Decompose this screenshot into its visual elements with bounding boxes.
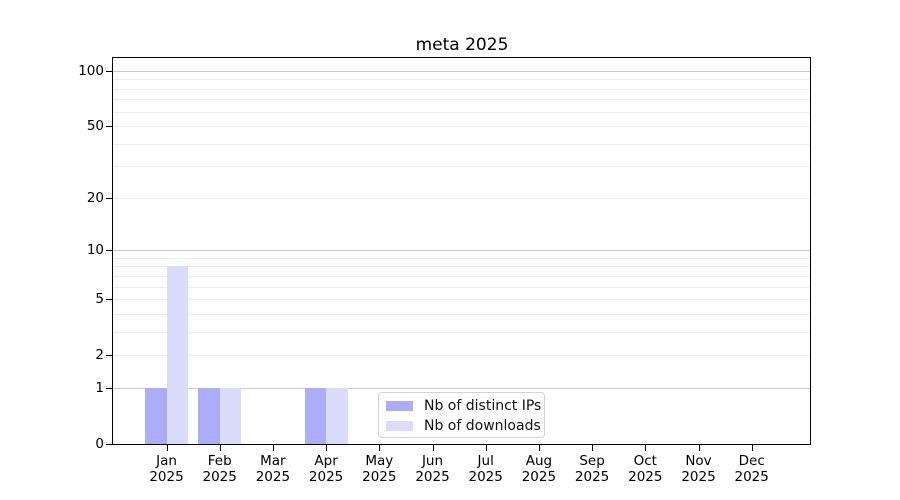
- x-tick-year: 2025: [628, 469, 663, 485]
- y-gridline-minor: [113, 275, 810, 277]
- x-tick-month: Jul: [477, 453, 494, 469]
- x-tick-mark: [326, 445, 328, 451]
- x-tick-mark: [538, 445, 540, 451]
- y-tick-mark: [106, 126, 113, 127]
- y-tick-label: 0: [95, 436, 104, 452]
- x-tick-month: May: [365, 453, 394, 469]
- x-tick-mark: [432, 445, 434, 451]
- y-gridline-major: [113, 387, 810, 389]
- y-gridline-minor: [113, 197, 810, 199]
- x-tick-month: Dec: [738, 453, 765, 469]
- x-tick-label-oct: Oct 2025: [605, 453, 685, 485]
- legend: Nb of distinct IPs Nb of downloads: [378, 392, 545, 438]
- bar-distinct-ips-feb: [198, 387, 220, 444]
- y-tick-label: 10: [86, 242, 104, 258]
- x-tick-month: Mar: [260, 453, 286, 469]
- x-tick-year: 2025: [681, 469, 716, 485]
- chart-title: meta 2025: [415, 35, 509, 55]
- x-tick-year: 2025: [255, 469, 291, 485]
- y-gridline-minor: [113, 111, 810, 113]
- y-tick-label: 20: [86, 189, 104, 206]
- y-tick-label: 100: [78, 62, 104, 79]
- x-tick-year: 2025: [362, 469, 397, 485]
- bar-downloads-jan: [166, 266, 188, 444]
- x-tick-mark: [219, 445, 221, 451]
- x-tick-year: 2025: [468, 469, 503, 485]
- x-tick-year: 2025: [202, 469, 237, 485]
- x-tick-mark: [485, 445, 487, 451]
- x-tick-mark: [166, 445, 168, 451]
- y-tick-label: 50: [86, 118, 104, 134]
- x-tick-label-jan: Jan 2025: [127, 453, 207, 485]
- x-tick-month: Jun: [421, 453, 444, 469]
- x-tick-month: Oct: [633, 453, 657, 469]
- x-tick-mark: [645, 445, 647, 451]
- y-tick-mark: [106, 250, 113, 251]
- x-tick-year: 2025: [574, 469, 610, 485]
- bar-distinct-ips-apr: [304, 387, 327, 444]
- x-tick-month: Aug: [525, 453, 553, 469]
- bar-downloads-feb: [219, 387, 242, 444]
- legend-label-downloads: Nb of downloads: [424, 418, 541, 434]
- y-gridline-minor: [113, 99, 810, 101]
- x-tick-label-jun: Jun 2025: [393, 453, 473, 485]
- y-tick-mark: [106, 197, 113, 199]
- y-gridline-minor: [113, 166, 810, 168]
- x-tick-mark: [379, 445, 381, 451]
- y-gridline-minor: [113, 355, 810, 357]
- y-gridline-minor: [113, 79, 810, 81]
- y-gridline-minor: [113, 257, 810, 259]
- y-gridline-minor: [113, 143, 810, 145]
- x-tick-label-jul: Jul 2025: [446, 453, 526, 485]
- x-tick-mark: [272, 445, 274, 451]
- x-tick-label-dec: Dec 2025: [712, 453, 792, 485]
- x-tick-year: 2025: [149, 469, 184, 485]
- x-tick-month: Apr: [314, 453, 338, 469]
- y-gridline-minor: [113, 313, 810, 315]
- bar-downloads-apr: [326, 387, 348, 444]
- plot-area: [112, 57, 811, 445]
- x-tick-label-aug: Aug 2025: [499, 453, 579, 485]
- y-gridline-minor: [113, 126, 810, 127]
- y-gridline-minor: [113, 286, 810, 288]
- x-tick-label-may: May 2025: [339, 453, 419, 485]
- legend-swatch-distinct-ips: [386, 401, 413, 411]
- y-tick-mark: [106, 299, 113, 301]
- x-tick-mark: [592, 445, 594, 451]
- legend-item-distinct-ips: Nb of distinct IPs: [379, 396, 544, 416]
- y-gridline-major: [113, 70, 810, 72]
- x-tick-month: Sep: [579, 453, 605, 469]
- x-tick-year: 2025: [308, 469, 344, 485]
- legend-item-downloads: Nb of downloads: [379, 416, 544, 436]
- x-tick-mark: [751, 445, 753, 451]
- y-gridline-minor: [113, 88, 810, 90]
- x-tick-label-sep: Sep 2025: [552, 453, 632, 485]
- x-tick-mark: [698, 445, 700, 451]
- y-tick-label: 1: [95, 379, 104, 396]
- y-gridline-major: [113, 250, 810, 251]
- x-tick-year: 2025: [415, 469, 450, 485]
- y-tick-label: 5: [95, 291, 104, 308]
- legend-swatch-downloads: [386, 421, 413, 431]
- y-tick-label: 2: [95, 347, 104, 364]
- x-tick-label-mar: Mar 2025: [233, 453, 313, 485]
- x-tick-year: 2025: [734, 469, 769, 485]
- legend-label-distinct-ips: Nb of distinct IPs: [424, 398, 542, 414]
- x-tick-month: Feb: [207, 453, 232, 469]
- x-tick-year: 2025: [521, 469, 557, 485]
- x-tick-month: Jan: [156, 453, 177, 469]
- bar-distinct-ips-jan: [145, 387, 167, 444]
- x-tick-label-nov: Nov 2025: [659, 453, 739, 485]
- y-tick-mark: [106, 355, 113, 357]
- x-tick-label-feb: Feb 2025: [180, 453, 260, 485]
- x-tick-month: Nov: [685, 453, 712, 469]
- x-tick-label-apr: Apr 2025: [286, 453, 366, 485]
- y-gridline-minor: [113, 299, 810, 301]
- y-tick-mark: [106, 70, 113, 72]
- y-tick-mark: [106, 444, 113, 445]
- y-tick-mark: [106, 387, 113, 389]
- y-gridline-minor: [113, 266, 810, 268]
- y-gridline-minor: [113, 331, 810, 333]
